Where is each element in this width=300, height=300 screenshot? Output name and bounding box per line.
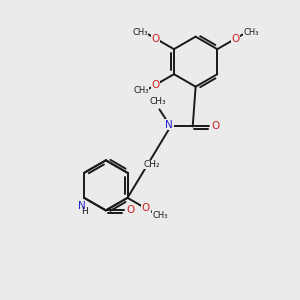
Text: O: O bbox=[232, 34, 240, 44]
Text: H: H bbox=[81, 207, 88, 216]
Text: CH₃: CH₃ bbox=[150, 97, 166, 106]
Text: O: O bbox=[126, 206, 135, 215]
Text: O: O bbox=[142, 203, 150, 213]
Text: N: N bbox=[78, 201, 86, 211]
Text: O: O bbox=[152, 34, 160, 44]
Text: CH₃: CH₃ bbox=[153, 211, 168, 220]
Text: CH₃: CH₃ bbox=[133, 86, 148, 95]
Text: CH₃: CH₃ bbox=[133, 28, 148, 37]
Text: O: O bbox=[152, 80, 160, 90]
Text: CH₃: CH₃ bbox=[243, 28, 259, 37]
Text: N: N bbox=[165, 120, 173, 130]
Text: O: O bbox=[211, 122, 220, 131]
Text: CH₂: CH₂ bbox=[143, 160, 160, 169]
